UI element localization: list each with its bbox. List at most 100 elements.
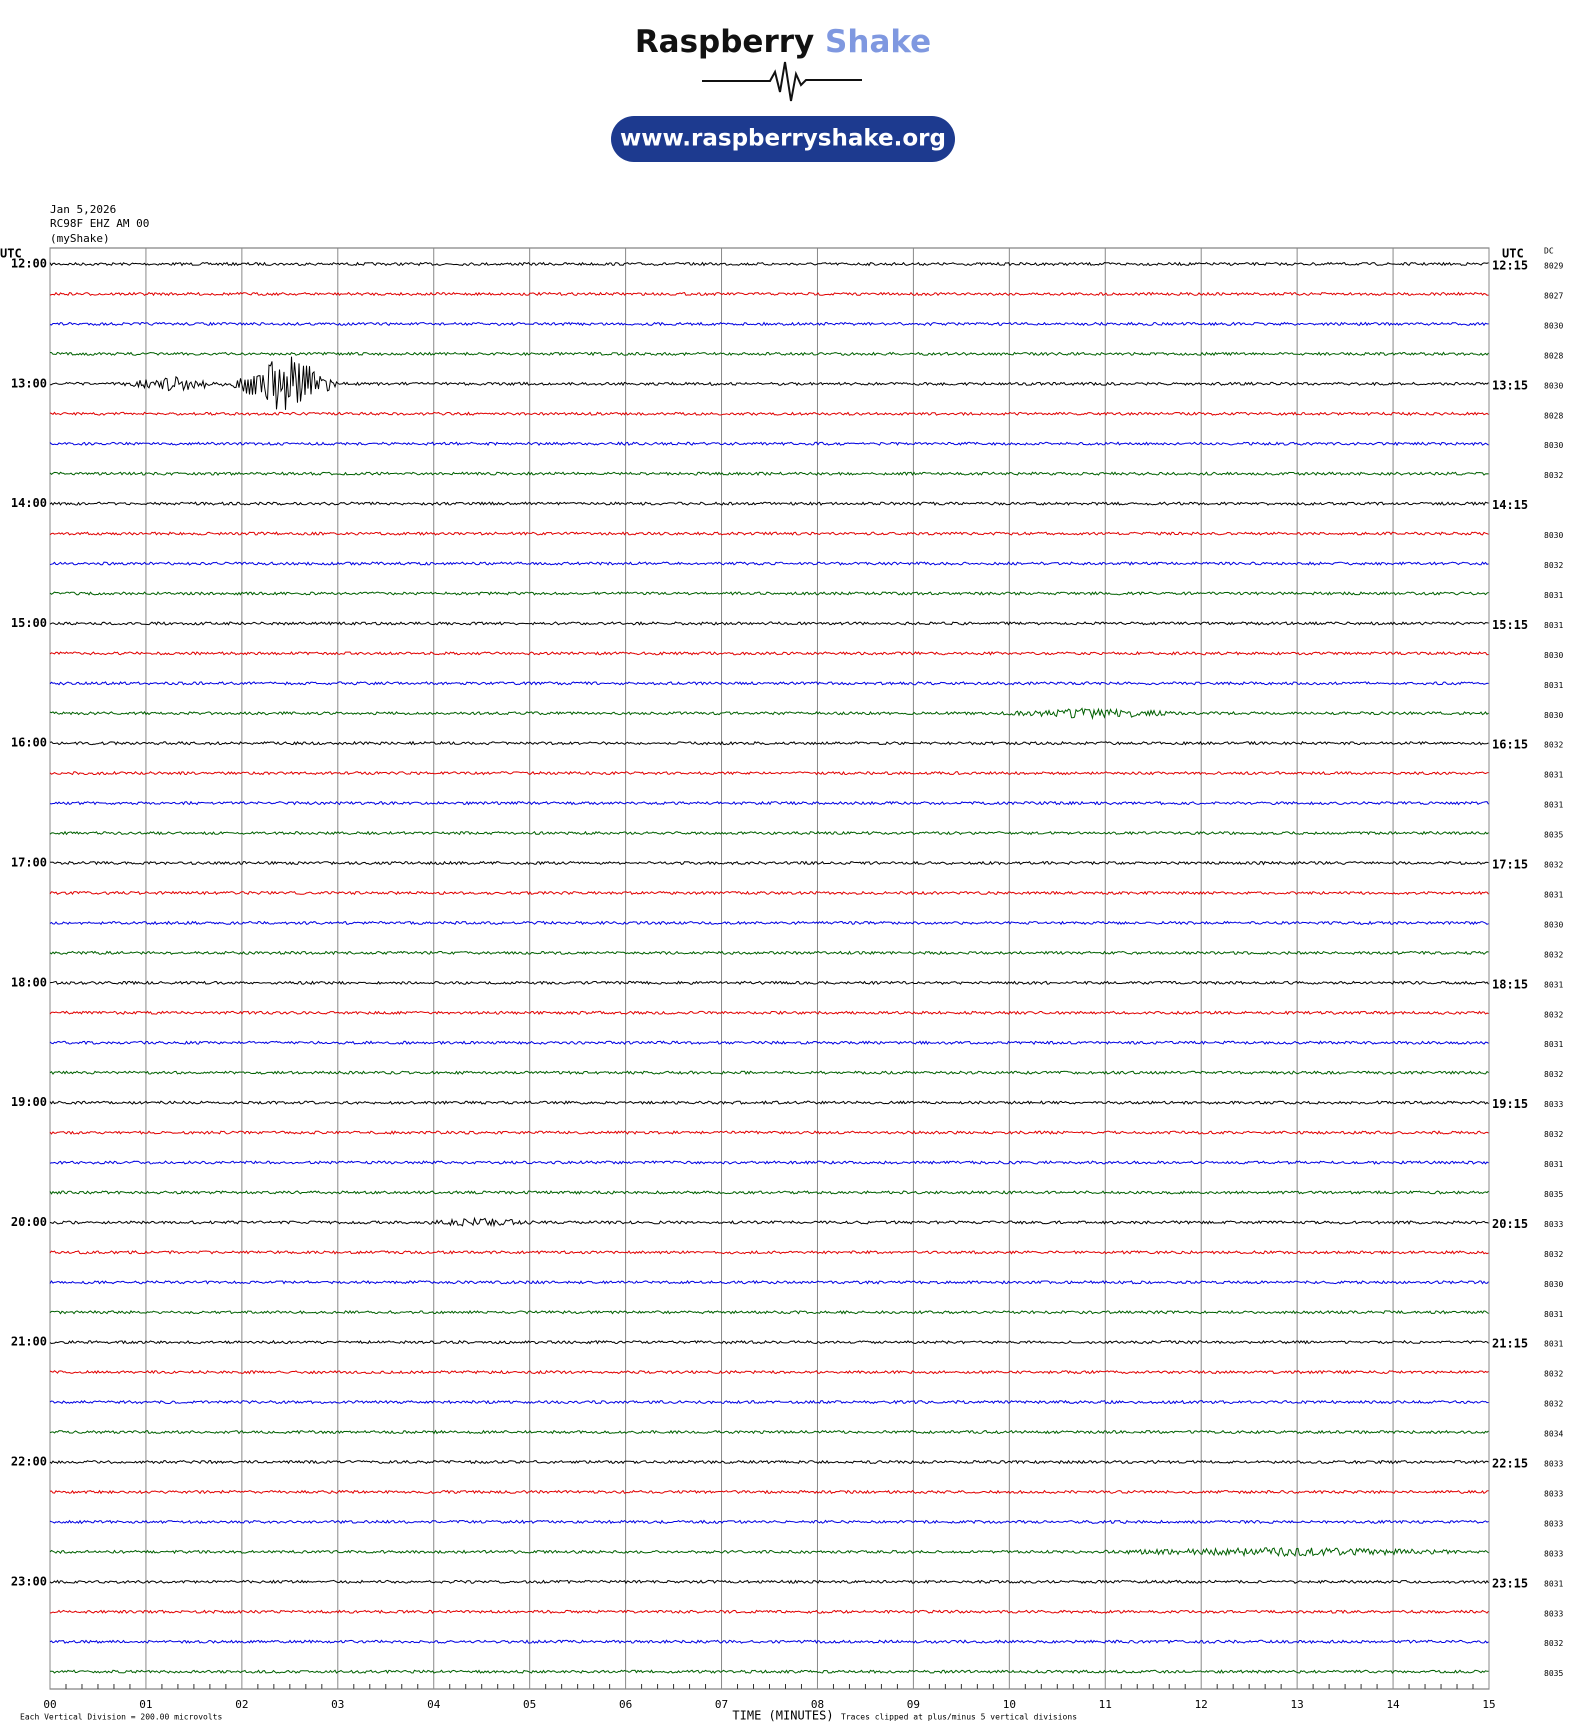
date: Jan 5,2026 [50,203,116,216]
dc-value: 8033 [1544,1460,1563,1469]
dc-value: 8032 [1544,1130,1563,1139]
station: RC98F EHZ AM 00 [50,217,149,230]
trace [49,1339,1489,1345]
logo-word: Raspberry [635,24,814,60]
plot-frame [49,247,1490,1690]
trace [49,356,1489,410]
left-time-label: 18:00 [11,975,47,989]
dc-value: 8032 [1544,1400,1563,1409]
dc-value: 8031 [1544,801,1563,810]
x-axis-label: TIME (MINUTES) [732,1709,833,1723]
trace [49,1280,1489,1285]
dc-value: 8030 [1544,381,1563,390]
x-tick-label: 01 [139,1698,152,1711]
dc-value: 8029 [1544,262,1563,271]
dc-value: 8031 [1544,621,1563,630]
right-time-label: 17:15 [1492,858,1528,872]
trace [49,1070,1489,1075]
dc-value: 8032 [1544,1010,1563,1019]
dc-value: 8035 [1544,1669,1563,1678]
trace [49,890,1489,896]
scale-note: Each Vertical Division = 200.00 microvol… [20,1713,222,1722]
trace [49,1519,1489,1525]
trace [49,920,1489,926]
trace [49,1429,1489,1435]
dc-value: 8032 [1544,1070,1563,1079]
clip-note: Traces clipped at plus/minus 5 vertical … [841,1713,1077,1722]
x-tick-label: 12 [1195,1698,1208,1711]
right-axis-title: UTC [1502,247,1524,261]
trace [49,291,1489,297]
dc-value: 8031 [1544,1340,1563,1349]
dc-value: 8032 [1544,471,1563,480]
right-time-label: 22:15 [1492,1457,1528,1471]
right-time-label: 13:15 [1492,378,1528,392]
logo-word: Shake [825,24,931,60]
left-time-label: 20:00 [11,1215,47,1229]
left-time-label: 16:00 [11,736,47,750]
x-tick-label: 05 [523,1698,536,1711]
trace [49,441,1489,447]
right-time-label: 18:15 [1492,977,1528,991]
logo: Raspberry Shake [635,24,931,60]
trace [49,261,1489,267]
dc-title: DC [1544,247,1554,256]
dc-value: 8032 [1544,861,1563,870]
dc-value: 8032 [1544,1370,1563,1379]
trace [49,1130,1489,1135]
left-time-label: 17:00 [11,856,47,870]
dc-value: 8030 [1544,321,1563,330]
dc-value: 8031 [1544,1310,1563,1319]
dc-value: 8030 [1544,1280,1563,1289]
dc-value: 8028 [1544,351,1563,360]
trace [49,950,1489,956]
trace [49,1609,1489,1615]
trace [49,830,1489,836]
dc-value: 8031 [1544,771,1563,780]
right-time-label: 23:15 [1492,1576,1528,1590]
x-tick-label: 07 [715,1698,728,1711]
dc-value: 8031 [1544,1160,1563,1169]
left-time-label: 12:00 [11,257,47,271]
dc-value: 8028 [1544,411,1563,420]
x-tick-label: 03 [331,1698,344,1711]
dc-value: 8030 [1544,711,1563,720]
x-tick-label: 04 [427,1698,441,1711]
dc-value: 8031 [1544,890,1563,899]
source: (myShake) [50,232,110,245]
dc-value: 8033 [1544,1519,1563,1528]
x-tick-label: 08 [811,1698,824,1711]
left-time-label: 21:00 [11,1335,47,1349]
trace [49,651,1489,656]
trace [49,800,1489,806]
right-time-label: 21:15 [1492,1337,1528,1351]
x-tick-label: 15 [1482,1698,1495,1711]
dc-value: 8034 [1544,1430,1563,1439]
trace [49,860,1489,866]
dc-value: 8033 [1544,1549,1563,1558]
trace [49,1190,1489,1195]
trace [49,561,1489,566]
trace [49,621,1489,626]
trace [49,681,1489,686]
trace [49,471,1489,476]
trace [49,1639,1489,1645]
trace [49,980,1489,986]
dc-value: 8033 [1544,1220,1563,1229]
trace [49,707,1489,721]
left-time-label: 14:00 [11,496,47,510]
trace [49,351,1489,357]
trace [49,1399,1489,1405]
url: www.raspberryshake.org [620,126,946,152]
dc-value: 8030 [1544,531,1563,540]
dc-value: 8032 [1544,741,1563,750]
right-time-label: 16:15 [1492,738,1528,752]
dc-value: 8031 [1544,591,1563,600]
dc-value: 8032 [1544,950,1563,959]
x-tick-label: 14 [1386,1698,1400,1711]
dc-value: 8030 [1544,441,1563,450]
right-time-label: 14:15 [1492,498,1528,512]
dc-value: 8032 [1544,561,1563,570]
trace [49,1100,1489,1105]
